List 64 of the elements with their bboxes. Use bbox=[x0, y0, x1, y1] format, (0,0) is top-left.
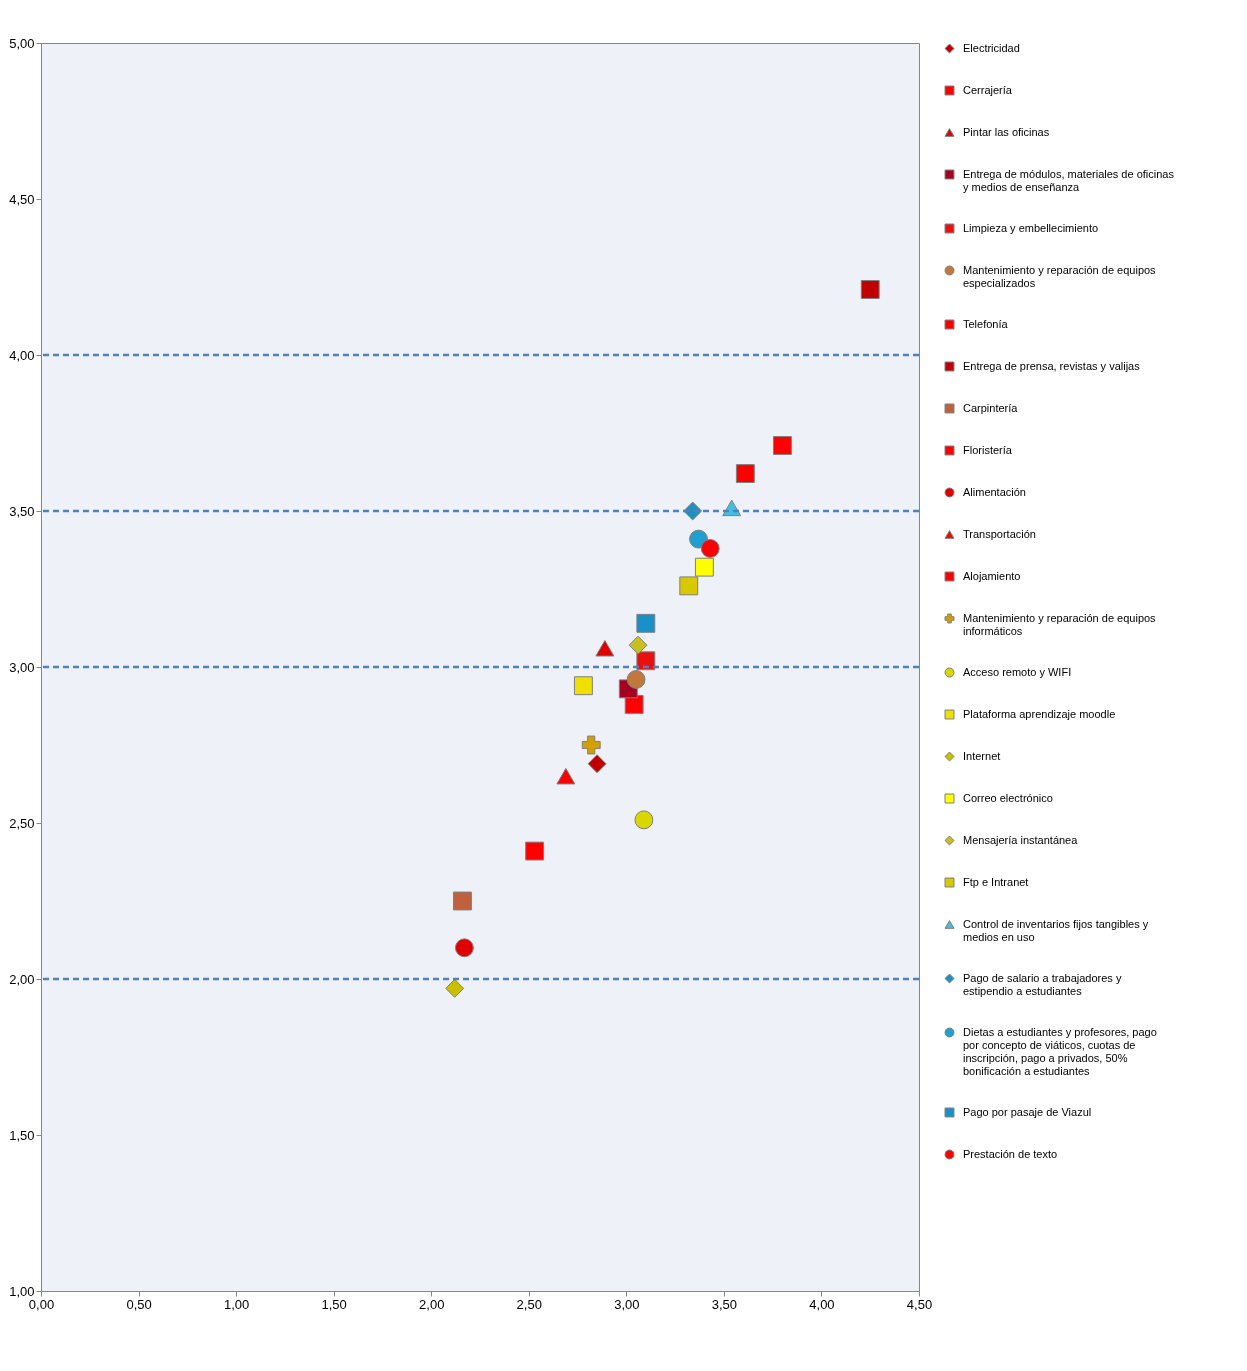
y-tick-label: 5,00 bbox=[9, 35, 35, 51]
legend-label: Mensajería instantánea bbox=[963, 833, 1079, 846]
legend-label: Entrega de prensa, revistas y valijas bbox=[963, 359, 1141, 372]
x-tick-label: 2,00 bbox=[419, 1296, 445, 1312]
legend-label: Control de inventarios fijos tangibles y medios en uso bbox=[963, 917, 1149, 943]
y-tick-label: 3,00 bbox=[9, 659, 35, 675]
point bbox=[636, 613, 656, 633]
legend-label: Pintar las oficinas bbox=[963, 125, 1050, 138]
legend-label: Plataforma aprendizaje moodle bbox=[963, 707, 1116, 720]
legend-label: Carpintería bbox=[963, 401, 1019, 414]
point bbox=[453, 891, 472, 911]
legend-label: Electricidad bbox=[963, 41, 1020, 54]
legend-label: Acceso remoto y WIFI bbox=[963, 665, 1072, 678]
point bbox=[636, 651, 656, 671]
legend-label: Floristería bbox=[963, 443, 1013, 456]
legend-label: Entrega de módulos, materiales de oficinas y medios de enseñanza bbox=[963, 167, 1175, 193]
x-tick-label: 1,50 bbox=[321, 1296, 347, 1312]
x-tick-label: 0,00 bbox=[28, 1296, 55, 1312]
y-tick-label: 4,00 bbox=[9, 347, 35, 363]
legend-label: Limpieza y embellecimiento bbox=[963, 221, 1099, 234]
point bbox=[628, 635, 648, 655]
x-tick-label: 0,50 bbox=[126, 1296, 152, 1312]
legend-label: Mantenimiento y reparación de equipos especializados bbox=[963, 263, 1157, 289]
legend-label: Pago por pasaje de Viazul bbox=[963, 1105, 1092, 1118]
y-tick-label: 1,50 bbox=[9, 1127, 35, 1143]
legend-label: Alimentación bbox=[963, 485, 1026, 498]
point bbox=[700, 539, 720, 558]
point bbox=[694, 557, 714, 577]
legend-label: Ftp e Intranet bbox=[963, 875, 1029, 888]
x-tick-label: 3,50 bbox=[711, 1296, 738, 1312]
x-tick-label: 1,00 bbox=[223, 1296, 250, 1312]
x-tick-label: 3,00 bbox=[614, 1296, 640, 1312]
y-tick-label: 4,50 bbox=[9, 191, 35, 207]
y-tick-label: 2,50 bbox=[9, 815, 35, 831]
point bbox=[595, 640, 615, 657]
legend-label: Transportación bbox=[963, 527, 1036, 540]
point bbox=[634, 810, 654, 830]
point bbox=[735, 464, 755, 483]
y-tick-label: 2,00 bbox=[9, 971, 35, 987]
y-tick-label: 1,00 bbox=[9, 1283, 35, 1299]
legend-label: Cerrajería bbox=[963, 83, 1013, 96]
point bbox=[679, 576, 699, 596]
point bbox=[626, 670, 646, 689]
legend-label: Internet bbox=[963, 749, 1001, 762]
legend-label: Telefonía bbox=[963, 317, 1009, 330]
legend-label: Alojamiento bbox=[963, 569, 1021, 582]
point bbox=[454, 938, 474, 958]
y-tick-label: 3,50 bbox=[9, 503, 35, 519]
point bbox=[587, 754, 607, 774]
legend-label: Prestación de texto bbox=[963, 1147, 1058, 1160]
legend-label: Pago de salario a trabajadores y estipendio a estudiantes bbox=[963, 971, 1122, 997]
legend-label: Correo electrónico bbox=[963, 791, 1053, 804]
point bbox=[860, 280, 880, 299]
legend-label: Dietas a estudiantes y profesores, pago por concepto de viáticos, cuotas de inscripción, pago a privados, 50% bonificación a estudiantes bbox=[963, 1025, 1157, 1077]
point bbox=[445, 978, 465, 998]
x-tick-label: 4,50 bbox=[906, 1296, 933, 1312]
point bbox=[525, 841, 545, 861]
point bbox=[581, 735, 601, 755]
x-tick-label: 2,50 bbox=[516, 1296, 542, 1312]
legend-label: Mantenimiento y reparación de equipos informáticos bbox=[963, 611, 1157, 637]
point bbox=[573, 676, 593, 696]
x-tick-label: 4,00 bbox=[809, 1296, 835, 1312]
point bbox=[772, 436, 792, 455]
point bbox=[556, 767, 576, 785]
